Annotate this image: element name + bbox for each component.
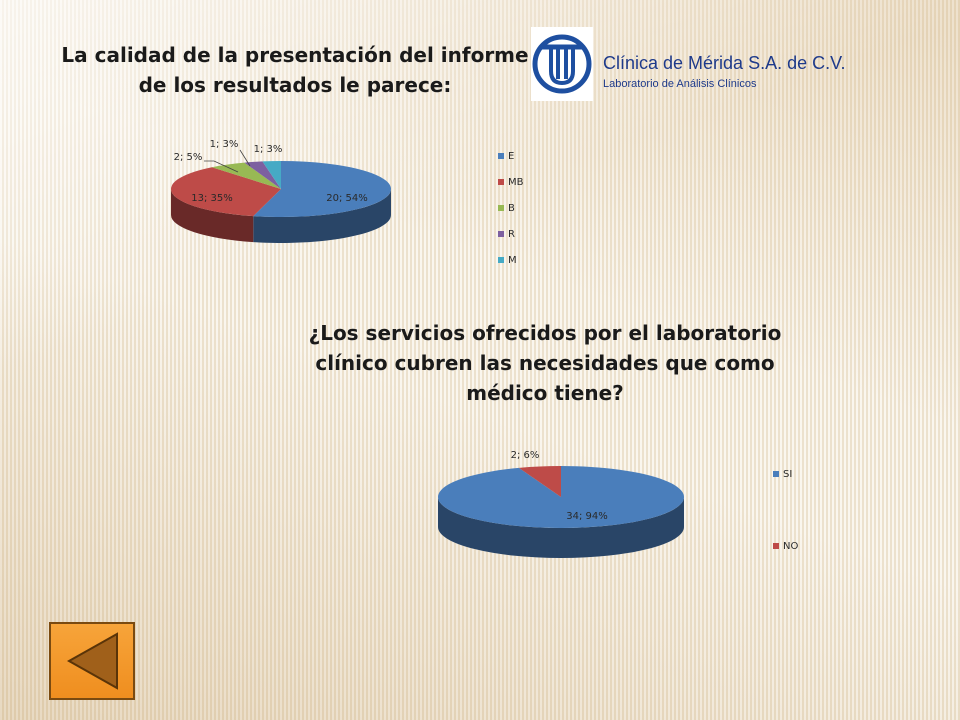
chart1-slice-side-e xyxy=(253,189,392,244)
back-arrow-icon xyxy=(66,632,118,690)
chart1-legend-label-m: M xyxy=(508,255,517,266)
chart2-title-line-1: ¿Los servicios ofrecidos por el laborato… xyxy=(308,321,782,345)
chart1-leader-line-r xyxy=(239,149,251,167)
chart1-data-label-b: 2; 5% xyxy=(174,152,203,163)
clinic-subtitle: Laboratorio de Análisis Clínicos xyxy=(603,78,757,90)
chart2-title: ¿Los servicios ofrecidos por el laborato… xyxy=(305,318,785,408)
chart1-title-line-2: de los resultados le parece: xyxy=(138,73,452,97)
chart1-title: La calidad de la presentación del inform… xyxy=(60,40,530,100)
back-button[interactable] xyxy=(49,622,135,700)
chart1-leader-line-b xyxy=(204,160,239,173)
chart1-pie xyxy=(170,161,392,244)
chart1-data-label-mb: 13; 35% xyxy=(191,193,233,204)
clinic-logo-icon xyxy=(532,34,592,94)
chart1-legend-swatch-mb xyxy=(498,179,504,185)
chart1-slice-m xyxy=(262,161,281,189)
chart1-data-label-e: 20; 54% xyxy=(326,193,368,204)
chart1-data-label-r: 1; 3% xyxy=(210,139,239,150)
chart1-slice-r xyxy=(244,161,281,189)
chart1-legend-label-b: B xyxy=(508,203,515,214)
chart1-legend-label-mb: MB xyxy=(508,177,524,188)
chart1-legend-swatch-m xyxy=(498,257,504,263)
chart1-slice-b xyxy=(211,162,281,189)
chart1-slice-mb xyxy=(170,167,281,217)
chart1-legend-swatch-b xyxy=(498,205,504,211)
chart1-title-line-1: La calidad de la presentación del inform… xyxy=(61,43,529,67)
chart1-legend-swatch-e xyxy=(498,153,504,159)
chart1-legend-label-e: E xyxy=(508,151,514,162)
chart1-data-label-m: 1; 3% xyxy=(254,144,283,155)
chart1-legend-label-r: R xyxy=(508,229,515,240)
chart1-data-labels: 20; 54% 13; 35% 2; 5% 1; 3% 1; 3% xyxy=(174,139,368,204)
chart1-legend-swatch-r xyxy=(498,231,504,237)
chart1-legend: E MB B R M xyxy=(498,151,524,266)
clinic-logo xyxy=(531,27,593,101)
clinic-name: Clínica de Mérida S.A. de C.V. xyxy=(603,53,846,73)
chart1-slice-side-mb xyxy=(171,189,254,243)
chart2-title-line-3: médico tiene? xyxy=(466,381,624,405)
chart2-title-line-2: clínico cubren las necesidades que como xyxy=(315,351,775,375)
chart1-slice-e xyxy=(253,161,391,217)
